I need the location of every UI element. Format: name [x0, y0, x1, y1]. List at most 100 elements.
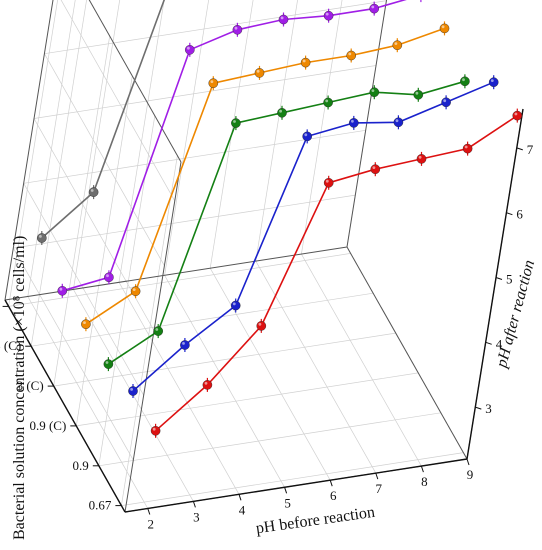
- point-highlight: [39, 235, 42, 238]
- y-tick-label: 0.9 (C): [29, 418, 66, 433]
- x-tick-mark: [147, 508, 151, 515]
- point-highlight: [106, 274, 109, 278]
- point-highlight: [234, 26, 238, 30]
- box-edge: [4, 0, 54, 301]
- z-tick-mark: [516, 147, 523, 151]
- data-point: [37, 233, 47, 243]
- floor-grid-line: [301, 253, 422, 467]
- data-point: [413, 90, 424, 100]
- floor-grid-line: [53, 332, 396, 387]
- z-tick-mark: [475, 406, 482, 410]
- data-point: [184, 45, 195, 55]
- point-highlight: [325, 12, 329, 16]
- data-point: [254, 68, 265, 78]
- y-axis-line: [4, 299, 126, 513]
- point-highlight: [304, 133, 308, 137]
- point-highlight: [371, 5, 375, 9]
- side-wall-grid-line: [30, 0, 87, 347]
- z-tick-label: 4: [496, 336, 503, 351]
- data-point: [103, 359, 114, 369]
- back-wall-grid-line: [13, 194, 356, 249]
- point-highlight: [187, 46, 190, 50]
- series-line: [132, 81, 495, 392]
- point-highlight: [462, 78, 465, 82]
- point-highlight: [132, 288, 136, 291]
- data-point: [369, 87, 380, 97]
- point-highlight: [464, 145, 468, 149]
- data-point: [277, 108, 287, 118]
- point-highlight: [415, 91, 419, 95]
- x-tick-mark: [466, 458, 470, 466]
- z-tick-label: 7: [527, 142, 534, 157]
- data-point: [392, 40, 403, 51]
- data-point: [323, 97, 333, 108]
- series-line: [155, 114, 518, 432]
- x-tick-mark: [329, 480, 333, 487]
- x-tick-label: 9: [467, 467, 474, 482]
- x-tick-label: 4: [239, 502, 246, 517]
- y-tick-label: 0.67: [89, 498, 112, 513]
- point-highlight: [325, 99, 329, 103]
- grid-lines: [8, 0, 468, 509]
- data-point: [323, 10, 334, 21]
- x-tick-label: 6: [330, 488, 337, 503]
- point-highlight: [130, 388, 134, 391]
- back-wall-grid-line: [255, 0, 298, 262]
- side-wall-grid-line: [33, 118, 155, 331]
- box-edge: [346, 246, 468, 460]
- data-point: [346, 50, 357, 61]
- back-wall-grid-line: [33, 65, 377, 119]
- back-wall-grid-line: [44, 0, 387, 55]
- data-point: [441, 97, 451, 108]
- side-wall-grid-line: [12, 247, 134, 461]
- data-point: [370, 164, 381, 174]
- y-tick-label: 3 (C): [17, 378, 44, 393]
- y-axis-label: Bacterial solution concentration (×10⁸ c…: [11, 236, 28, 540]
- point-highlight: [394, 42, 398, 45]
- side-wall-grid-line: [8, 0, 58, 307]
- side-wall-grid-line: [23, 183, 145, 396]
- floor-grid-line: [255, 260, 377, 474]
- data-point: [460, 76, 470, 87]
- data-point: [88, 187, 99, 197]
- point-highlight: [83, 321, 86, 324]
- data-point: [150, 425, 161, 436]
- side-wall-grid-line: [60, 0, 176, 202]
- axis-frame: [2, 0, 524, 515]
- data-point: [278, 14, 289, 25]
- back-wall-grid-line: [209, 0, 254, 269]
- point-highlight: [90, 189, 94, 192]
- floor-grid-line: [27, 296, 149, 509]
- point-highlight: [105, 361, 109, 364]
- z-tick-label: 5: [506, 272, 513, 287]
- point-highlight: [233, 120, 236, 123]
- box-edge: [124, 161, 182, 513]
- point-highlight: [204, 381, 208, 385]
- data-point: [128, 386, 138, 396]
- floor-grid-line: [121, 452, 464, 506]
- point-highlight: [182, 342, 185, 345]
- series-line: [41, 0, 166, 239]
- box-edge: [346, 0, 388, 248]
- point-highlight: [258, 322, 262, 326]
- floor-grid-line: [164, 275, 285, 488]
- point-highlight: [256, 69, 260, 73]
- z-tick-mark: [495, 277, 503, 280]
- floor-grid-line: [8, 253, 351, 307]
- z-tick-label: 3: [485, 401, 492, 416]
- z-tick-mark: [506, 212, 513, 216]
- point-highlight: [372, 166, 376, 170]
- floor-grid-line: [209, 268, 331, 481]
- point-highlight: [302, 59, 306, 63]
- x-axis-line: [124, 458, 468, 513]
- data-point: [180, 340, 190, 350]
- data-point: [81, 319, 91, 330]
- point-highlight: [232, 302, 236, 306]
- back-wall-grid-line: [301, 0, 343, 255]
- data-point: [208, 78, 219, 88]
- data-point: [462, 143, 473, 154]
- data-series: [37, 0, 523, 438]
- data-point: [130, 286, 141, 297]
- point-highlight: [279, 109, 282, 113]
